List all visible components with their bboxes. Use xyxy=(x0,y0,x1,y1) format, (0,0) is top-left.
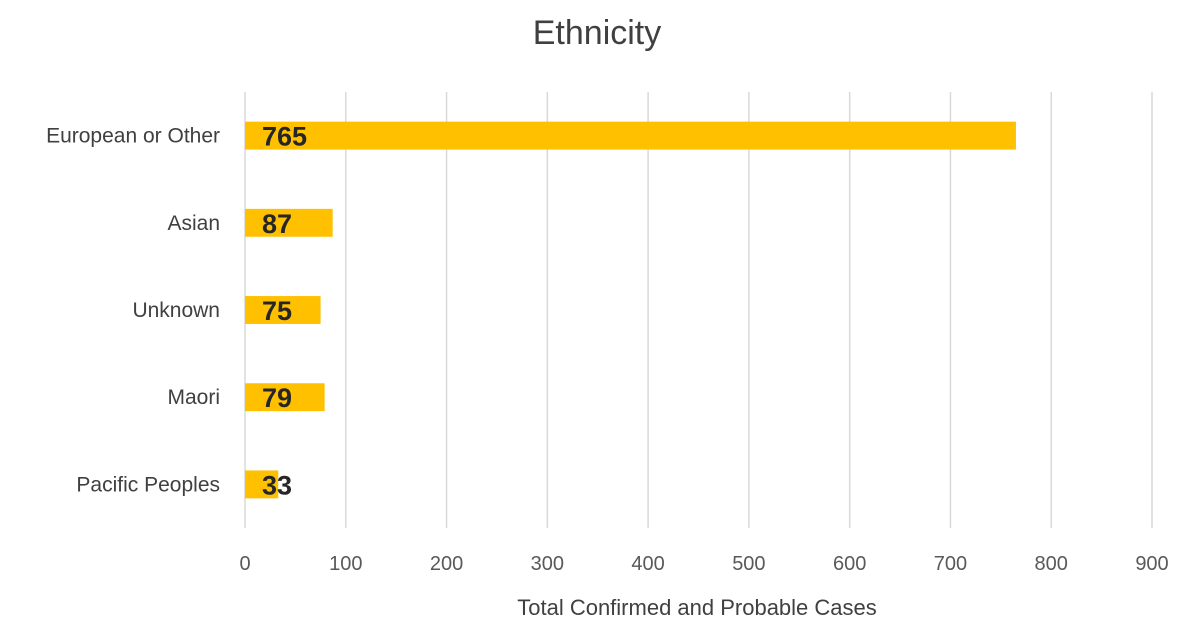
data-labels: 765 87 75 79 33 xyxy=(262,122,307,501)
x-tick-label: 300 xyxy=(531,553,564,575)
category-label: Unknown xyxy=(132,299,220,322)
x-tick-label: 900 xyxy=(1135,553,1168,575)
x-tick-label: 0 xyxy=(239,553,250,575)
bar xyxy=(245,121,1016,150)
x-tick-label: 100 xyxy=(329,553,362,575)
data-label: 75 xyxy=(262,296,292,326)
bar xyxy=(245,470,279,499)
data-label: 765 xyxy=(262,122,307,152)
category-label: European or Other xyxy=(46,125,220,148)
data-label: 87 xyxy=(262,209,292,239)
x-axis-title: Total Confirmed and Probable Cases xyxy=(517,595,877,620)
bar xyxy=(245,208,333,237)
category-labels: European or Other Asian Unknown Maori Pacifi… xyxy=(46,125,220,497)
category-label: Maori xyxy=(167,386,220,409)
bars xyxy=(245,121,1016,499)
x-tick-label: 700 xyxy=(934,553,967,575)
data-label: 33 xyxy=(262,470,292,500)
x-tick-label: 500 xyxy=(732,553,765,575)
bar xyxy=(245,383,325,412)
x-tick-label: 800 xyxy=(1035,553,1068,575)
bar xyxy=(245,296,321,324)
grid-lines xyxy=(244,92,1153,528)
chart-title: Ethnicity xyxy=(533,14,662,52)
x-tick-label: 600 xyxy=(833,553,866,575)
data-label: 79 xyxy=(262,383,292,413)
x-tick-labels: 0 100 200 300 400 500 600 700 800 900 xyxy=(239,553,1168,575)
x-tick-label: 200 xyxy=(430,553,463,575)
category-label: Pacific Peoples xyxy=(76,473,220,496)
category-label: Asian xyxy=(167,212,220,235)
x-tick-label: 400 xyxy=(631,553,664,575)
